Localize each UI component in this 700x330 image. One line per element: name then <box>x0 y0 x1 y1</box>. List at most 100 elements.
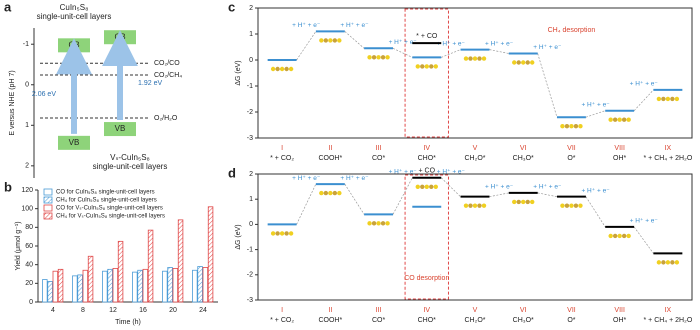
cb-label: CB <box>68 40 79 49</box>
state-label: * + CH₄ + 2H₂O <box>644 155 693 162</box>
bar <box>107 268 113 303</box>
slab-atom <box>468 203 473 208</box>
y-tick-label: 40 <box>25 262 33 269</box>
step-numeral: IX <box>665 307 672 314</box>
slab-atom <box>674 96 680 102</box>
slab-atom <box>661 260 666 265</box>
y-tick-label: 20 <box>25 280 33 287</box>
slab-atom <box>420 64 425 69</box>
step-label: + H⁺ + e⁻ <box>581 187 610 194</box>
slab-atom <box>288 66 294 72</box>
slab-atom <box>337 38 342 43</box>
slab-atom <box>564 124 570 129</box>
bar <box>192 269 198 303</box>
step-numeral: VIII <box>614 145 625 152</box>
slab-atom <box>626 233 631 239</box>
slab-atom <box>376 221 381 226</box>
bar <box>82 269 89 303</box>
legend-swatch <box>43 212 53 220</box>
step-numeral: III <box>376 145 382 152</box>
connector <box>440 177 461 197</box>
slab-atom <box>376 55 381 60</box>
state-label: * + CO₂ <box>270 155 294 162</box>
connector <box>585 110 606 118</box>
step-numeral: VIII <box>614 307 625 314</box>
slab-atom <box>420 184 425 189</box>
step-label: + H⁺ + e⁻ <box>485 184 514 191</box>
slab-atom <box>284 66 289 72</box>
slab-atom <box>337 190 342 196</box>
material-name: Vₛ-CuIn₅S₈ <box>110 153 150 162</box>
connector <box>296 183 317 225</box>
legend-swatch <box>43 204 53 212</box>
bar <box>72 275 78 303</box>
slab-atom <box>481 203 487 208</box>
step-label: + H⁺ + e⁻ <box>630 218 659 225</box>
x-tick-label: 16 <box>139 307 147 314</box>
slab-atom <box>665 96 671 102</box>
highlight-box <box>404 8 449 138</box>
bar <box>87 255 94 303</box>
connector <box>392 177 413 215</box>
slab-atom <box>328 38 333 43</box>
slab-atom <box>512 60 517 65</box>
bar <box>167 267 173 303</box>
slab-atom <box>367 221 372 226</box>
slab-atom <box>617 233 622 239</box>
step-numeral: V <box>473 145 478 152</box>
slab-atom <box>525 199 530 205</box>
slab-atom <box>319 190 324 196</box>
slab-atom <box>429 184 434 189</box>
gap-label: 2.06 eV <box>32 91 56 98</box>
slab-atom <box>415 184 420 189</box>
bar <box>177 219 184 303</box>
panel-label: b <box>4 179 12 194</box>
slab-atom <box>424 64 429 69</box>
slab-atom <box>371 221 377 226</box>
bar <box>77 274 83 303</box>
slab-atom <box>332 38 338 43</box>
bar <box>142 268 149 303</box>
state-label: CO* <box>372 155 386 162</box>
step-numeral: VII <box>567 307 576 314</box>
slab-atom <box>270 231 276 236</box>
y-tick-label: -2 <box>247 272 253 279</box>
step-label: + H⁺ + e⁻ <box>389 39 418 46</box>
step-numeral: VI <box>520 307 527 314</box>
slab-atom <box>578 203 583 208</box>
slab-atom <box>270 66 276 72</box>
bar <box>197 266 203 303</box>
x-tick-label: 12 <box>109 307 117 314</box>
step-label: + H⁺ + e⁻ <box>292 22 321 29</box>
connector <box>585 196 606 228</box>
bar <box>137 269 143 303</box>
step-label: + H⁺ + e⁻ <box>533 44 562 51</box>
state-label: * + CO₂ <box>270 317 294 324</box>
slab-atom <box>578 124 583 129</box>
slab-atom <box>521 199 526 205</box>
connector <box>296 31 317 61</box>
y-tick-label: 1 <box>249 31 253 38</box>
slab-atom <box>530 199 535 205</box>
bar <box>207 206 214 303</box>
slab-atom <box>481 56 487 61</box>
slab-atom <box>332 190 338 196</box>
slab-atom <box>323 190 329 196</box>
step-label: + H⁺ + e⁻ <box>437 168 466 175</box>
desorption-label: CO desorption <box>404 275 449 282</box>
vb-box <box>104 122 136 137</box>
legend-label: CO for CuIn₅S₈ single-unit-cell layers <box>56 190 155 196</box>
legend-swatch <box>43 196 53 204</box>
x-tick-label: 20 <box>169 307 177 314</box>
bar <box>162 270 168 303</box>
slab-atom <box>560 124 565 129</box>
vb-label: VB <box>69 138 80 147</box>
bar <box>172 267 179 303</box>
connector <box>344 31 365 49</box>
slab-atom <box>415 64 420 69</box>
y-tick-label: -2 <box>247 109 253 116</box>
slab-atom <box>424 184 429 189</box>
slab-atom <box>516 199 521 205</box>
slab-atom <box>661 96 666 102</box>
step-numeral: V <box>473 307 478 314</box>
